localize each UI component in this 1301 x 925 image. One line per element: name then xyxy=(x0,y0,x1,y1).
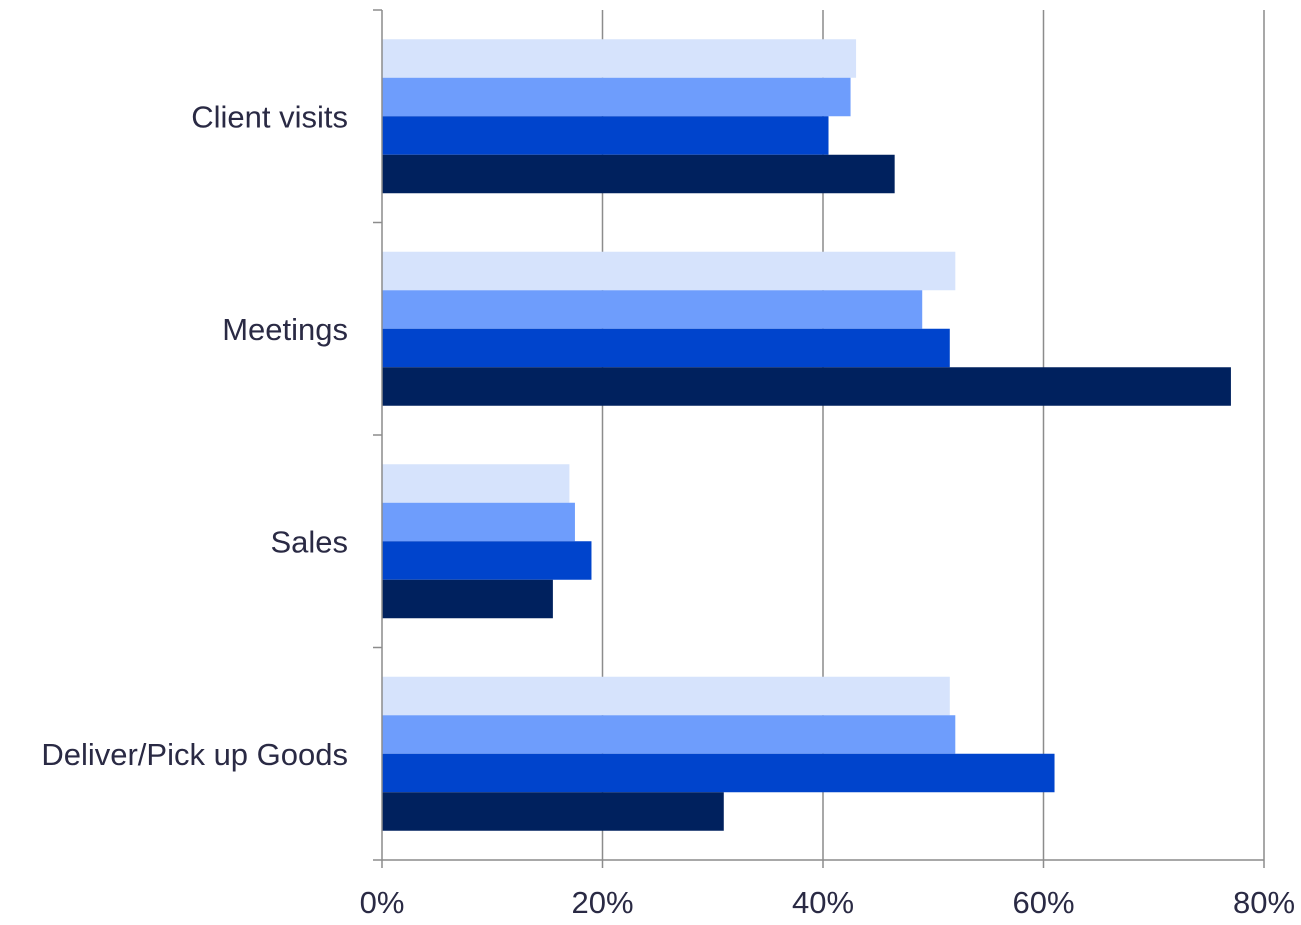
bar xyxy=(382,464,570,503)
bars xyxy=(382,39,1231,831)
bar xyxy=(382,715,956,754)
category-label: Meetings xyxy=(222,312,348,347)
bar xyxy=(382,541,592,580)
bar xyxy=(382,251,956,291)
x-tick-label: 40% xyxy=(792,885,854,920)
bar xyxy=(382,328,950,368)
bar xyxy=(382,502,575,542)
bar xyxy=(382,676,950,716)
bar xyxy=(382,290,923,329)
category-label: Deliver/Pick up Goods xyxy=(41,737,348,772)
x-tick-labels: 0% 20% 40% 60% 80% xyxy=(360,885,1295,920)
bar xyxy=(382,579,553,619)
bar xyxy=(382,753,1055,793)
bar xyxy=(382,77,851,117)
x-tick-label: 60% xyxy=(1012,885,1074,920)
x-tick-label: 0% xyxy=(360,885,405,920)
category-label: Client visits xyxy=(191,99,348,134)
x-tick-label: 20% xyxy=(571,885,633,920)
bar xyxy=(382,116,829,155)
axes xyxy=(373,9,1265,868)
bar xyxy=(382,154,895,194)
category-label: Sales xyxy=(270,524,348,559)
x-tick-label: 80% xyxy=(1233,885,1295,920)
category-labels: Client visits Meetings Sales Deliver/Pick u… xyxy=(41,99,348,772)
bar xyxy=(382,367,1231,406)
bar xyxy=(382,792,724,831)
bar xyxy=(382,39,857,78)
